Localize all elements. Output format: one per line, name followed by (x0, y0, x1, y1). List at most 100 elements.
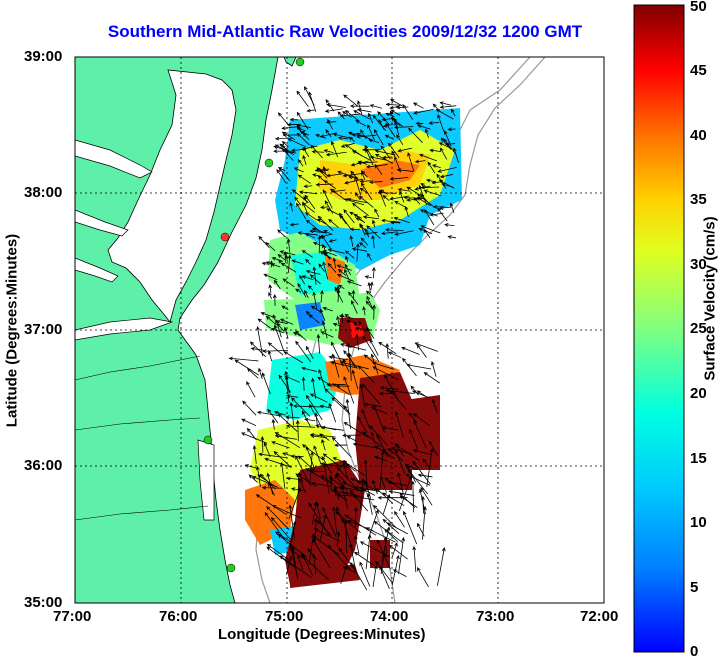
velocity-arrow-icon (378, 391, 396, 396)
velocity-arrow-icon (358, 320, 366, 333)
velocity-arrow-icon (318, 169, 329, 173)
velocity-arrow-icon (417, 473, 433, 478)
velocity-arrow-icon (265, 315, 278, 326)
velocity-arrow-icon (260, 435, 265, 453)
velocity-arrow-icon (322, 250, 337, 257)
velocity-arrow-icon (357, 100, 363, 116)
velocity-arrow-icon (369, 104, 383, 109)
velocity-arrow-icon (261, 485, 283, 490)
velocity-arrow-icon (359, 179, 371, 184)
velocity-arrow-icon (412, 102, 424, 109)
velocity-arrow-icon (345, 319, 357, 324)
velocity-arrow-icon (322, 306, 334, 312)
velocity-arrow-icon (283, 251, 288, 263)
velocity-arrow-icon (324, 388, 348, 410)
velocity-arrow-icon (282, 133, 298, 137)
velocity-arrow-icon (402, 357, 417, 377)
velocity-arrow-icon (290, 487, 304, 492)
velocity-arrow-icon (379, 450, 385, 489)
velocity-arrow-icon (297, 158, 304, 167)
velocity-arrow-icon (289, 202, 294, 212)
velocity-arrow-icon (322, 507, 337, 538)
velocity-arrow-icon (326, 173, 343, 178)
velocity-arrow-icon (296, 90, 309, 107)
velocity-arrow-icon (437, 166, 457, 173)
velocity-arrow-icon (296, 554, 304, 570)
velocity-arrow-icon (274, 410, 286, 416)
velocity-arrow-icon (290, 454, 304, 459)
velocity-arrow-icon (293, 167, 304, 173)
velocity-arrow-icon (300, 131, 309, 136)
velocity-arrow-icon (325, 129, 332, 138)
velocity-arrow-icon (301, 250, 313, 258)
nj-coast (283, 57, 297, 67)
velocity-arrow-icon (376, 539, 391, 570)
velocity-arrow-icon (327, 262, 337, 273)
map-title: Southern Mid-Atlantic Raw Velocities 200… (107, 22, 583, 41)
velocity-arrow-icon (338, 284, 345, 290)
velocity-arrow-icon (311, 149, 325, 154)
velocity-arrow-icon (424, 208, 435, 226)
velocity-arrow-icon (286, 122, 300, 127)
velocity-arrow-icon (335, 384, 350, 388)
velocity-arrow-icon (296, 202, 307, 220)
chesapeake-bay (107, 69, 237, 323)
velocity-arrow-icon (410, 480, 415, 513)
velocity-arrow-icon (381, 218, 401, 223)
velocity-arrow-icon (354, 551, 376, 567)
velocity-arrow-icon (397, 472, 404, 495)
velocity-arrow-icon (397, 187, 411, 192)
velocity-arrow-icon (279, 555, 312, 578)
velocity-arrow-icon (417, 193, 434, 207)
x-tick-label: 76:00 (159, 608, 198, 625)
velocity-arrow-icon (382, 194, 390, 201)
velocity-arrow-icon (274, 136, 288, 141)
velocity-arrow-icon (271, 418, 276, 430)
velocity-arrow-icon (369, 338, 379, 356)
velocity-arrow-icon (366, 225, 381, 239)
velocity-arrow-icon (428, 440, 439, 457)
velocity-arrow-icon (348, 291, 359, 305)
velocity-arrow-icon (309, 393, 328, 403)
velocity-arrow-icon (382, 492, 405, 506)
velocity-arrow-icon (367, 509, 379, 540)
velocity-arrow-icon (351, 133, 366, 137)
velocity-arrow-icon (262, 349, 289, 354)
velocity-arrow-icon (372, 366, 399, 380)
velocity-arrow-icon (320, 475, 334, 484)
velocity-arrow-icon (362, 305, 366, 316)
velocity-arrow-icon (289, 542, 299, 580)
velocity-arrow-icon (311, 377, 317, 399)
velocity-arrow-icon (332, 322, 343, 328)
velocity-arrow-icon (319, 132, 337, 138)
velocity-arrow-icon (244, 464, 258, 469)
y-tick-label: 36:00 (24, 457, 63, 474)
velocity-arrow-icon (344, 263, 351, 276)
velocity-arrow-icon (377, 111, 390, 125)
velocity-arrow-icon (369, 180, 383, 185)
velocity-arrow-icon (343, 94, 359, 107)
velocity-arrow-icon (432, 164, 441, 169)
river-potomac (75, 139, 153, 179)
velocity-arrow-icon (384, 374, 398, 399)
velocity-arrow-icon (323, 230, 333, 236)
velocity-arrow-icon (303, 184, 313, 189)
velocity-arrow-icon (432, 205, 445, 209)
velocity-arrow-icon (263, 442, 271, 458)
velocity-arrow-icon (279, 318, 294, 325)
velocity-arrow-icon (305, 446, 316, 470)
velocity-arrow-icon (356, 134, 377, 139)
velocity-arrow-icon (346, 197, 369, 204)
velocity-arrow-icon (281, 140, 289, 148)
velocity-arrow-icon (365, 300, 374, 310)
velocity-arrow-icon (453, 147, 459, 163)
velocity-arrow-icon (257, 318, 271, 329)
velocity-arrow-icon (346, 280, 362, 287)
velocity-arrow-icon (309, 274, 321, 285)
velocity-arrow-icon (430, 360, 437, 377)
velocity-arrow-icon (305, 345, 314, 359)
velocity-arrow-icon (359, 541, 391, 558)
velocity-arrow-icon (281, 305, 289, 311)
velocity-arrow-icon (258, 452, 287, 459)
velocity-arrow-icon (322, 453, 341, 468)
